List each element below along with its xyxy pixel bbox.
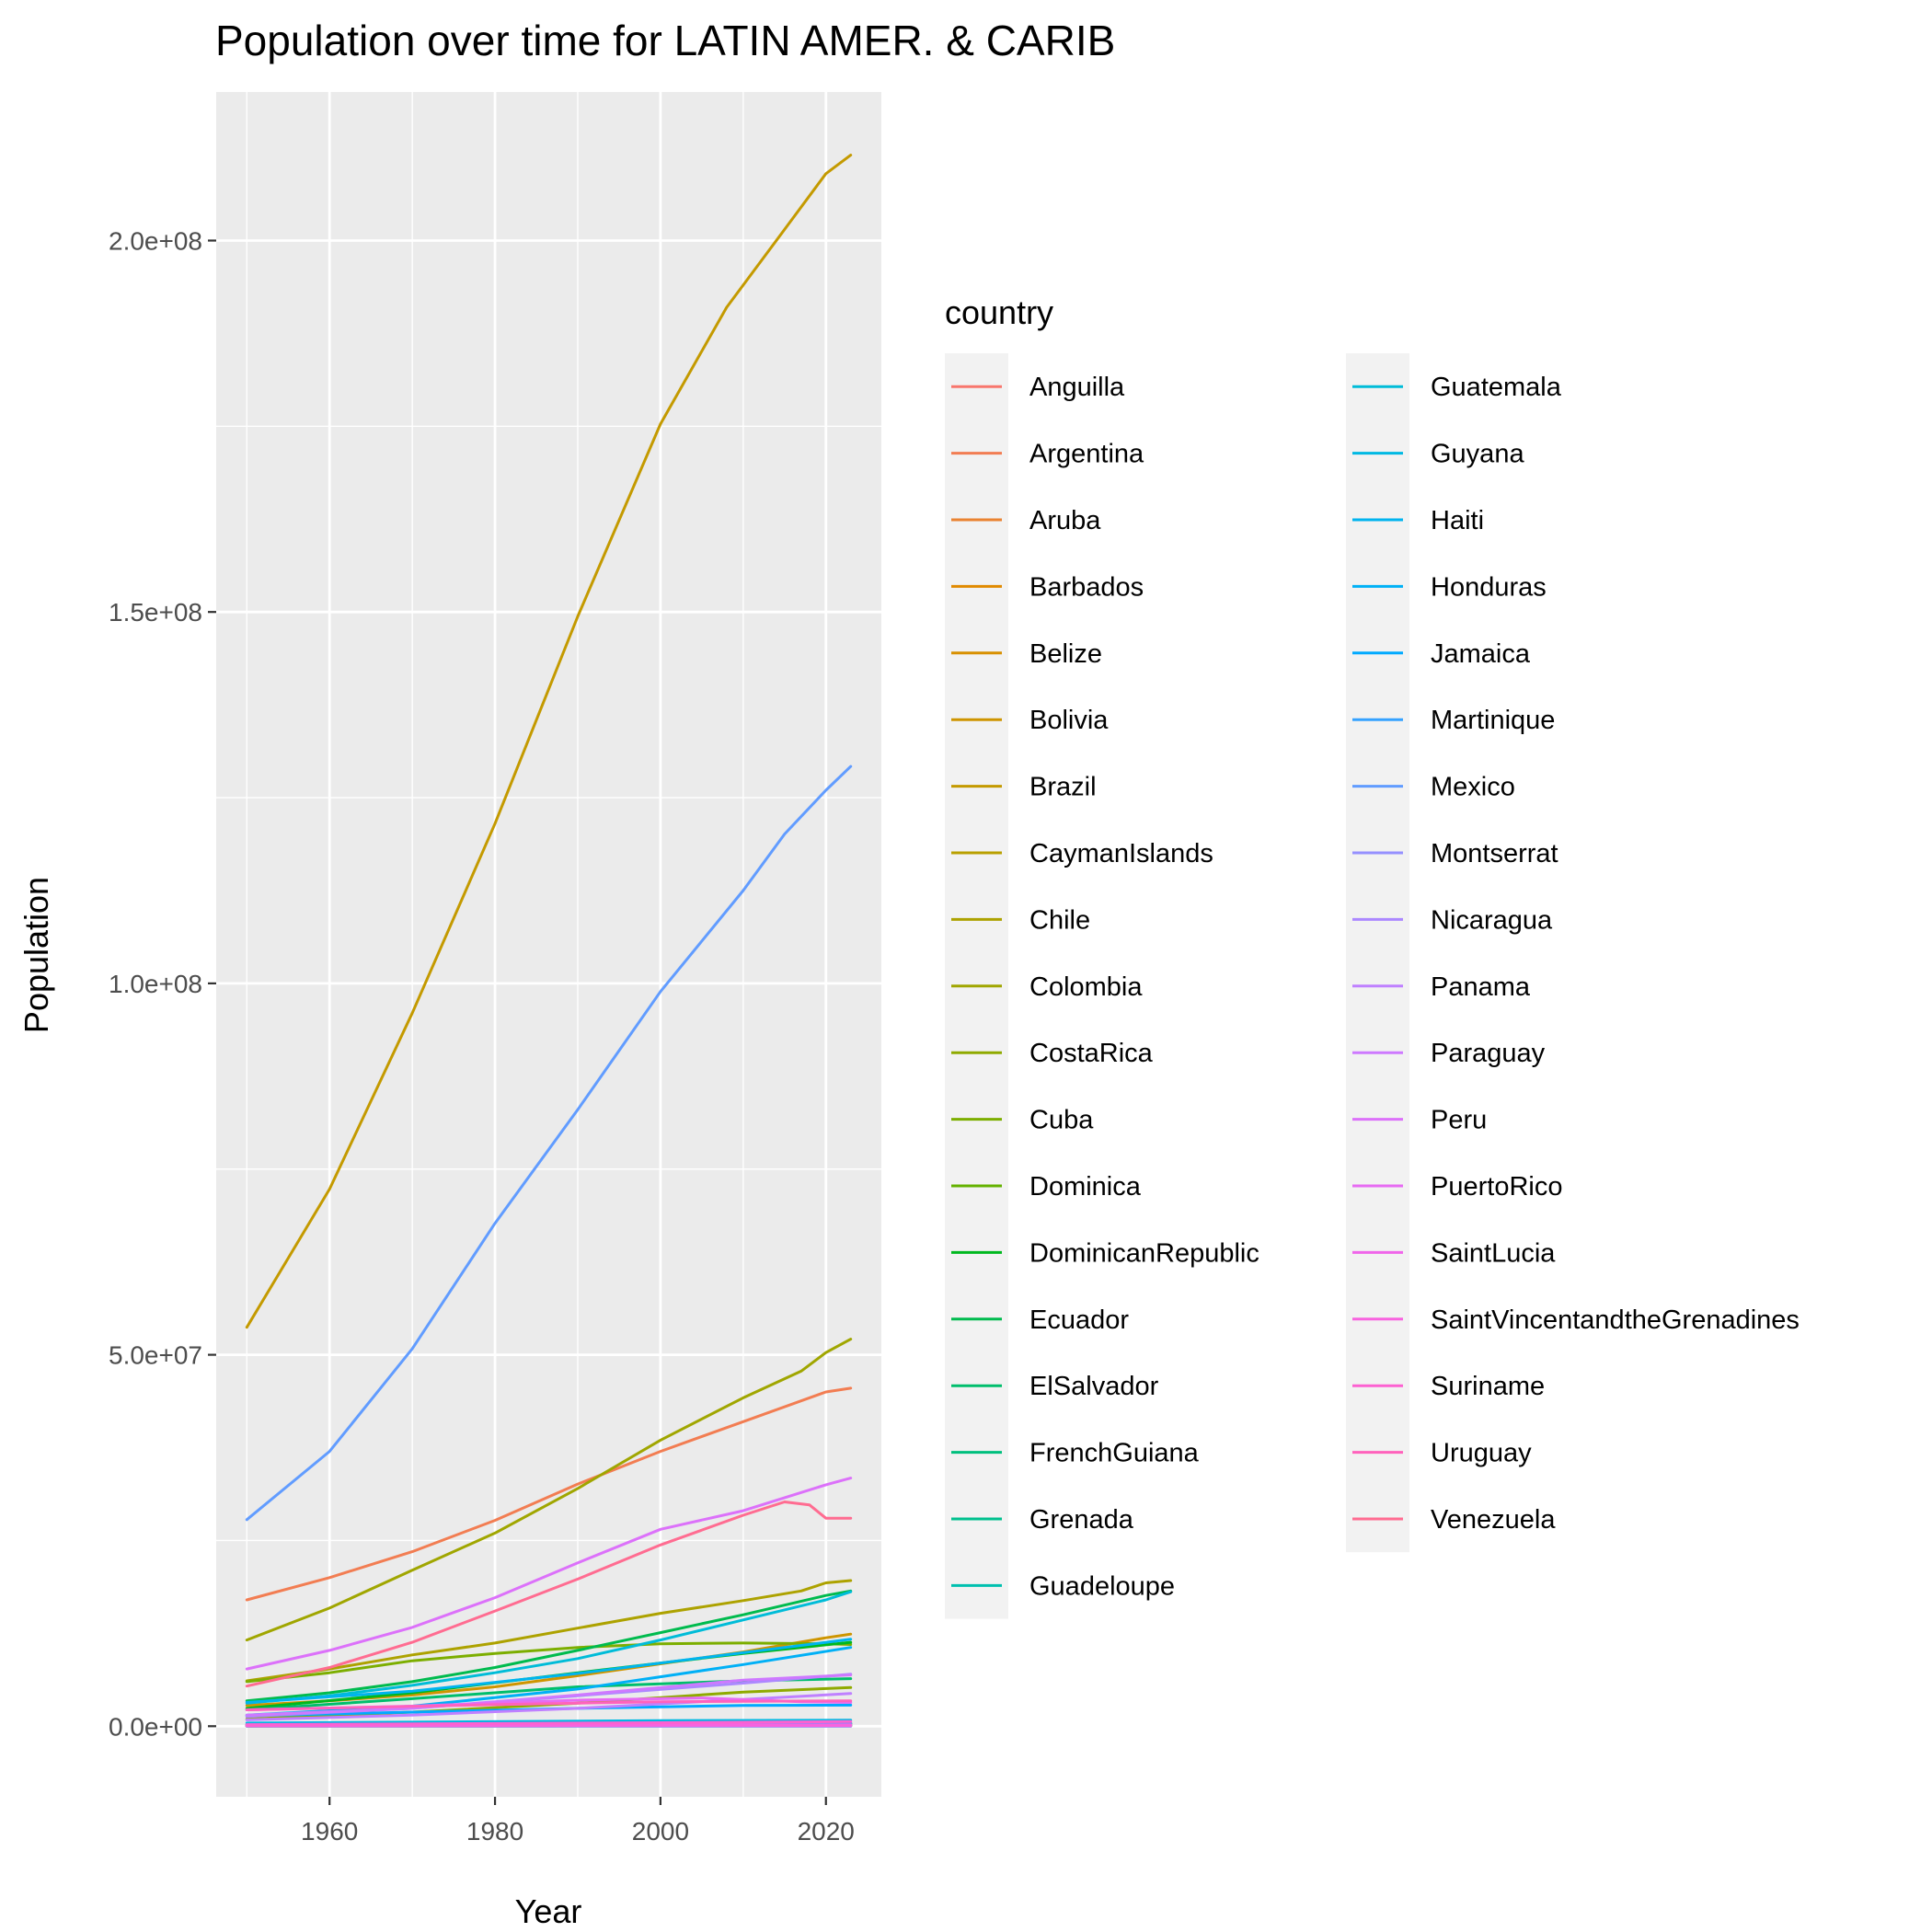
legend-label-costarica: CostaRica bbox=[1029, 1039, 1154, 1068]
series-line-guyana bbox=[245, 1719, 853, 1725]
legend-label-nicaragua: Nicaragua bbox=[1431, 905, 1553, 935]
legend-label-saintvincentandthegrenadines: SaintVincentandtheGrenadines bbox=[1431, 1305, 1800, 1335]
x-tick-label: 2000 bbox=[632, 1817, 689, 1846]
legend-label-cuba: Cuba bbox=[1029, 1106, 1094, 1135]
legend-label-caymanislands: CaymanIslands bbox=[1029, 839, 1213, 868]
legend-label-elsalvador: ElSalvador bbox=[1029, 1372, 1159, 1401]
legend-label-honduras: Honduras bbox=[1431, 572, 1547, 602]
legend-label-dominica: Dominica bbox=[1029, 1172, 1142, 1202]
legend-label-suriname: Suriname bbox=[1431, 1372, 1545, 1401]
plot-panel bbox=[216, 92, 881, 1797]
legend-label-frenchguiana: FrenchGuiana bbox=[1029, 1439, 1200, 1468]
legend-label-jamaica: Jamaica bbox=[1431, 639, 1531, 669]
legend: country Anguilla Argentina Aruba Barbados Be… bbox=[945, 293, 1800, 1619]
series-line-honduras bbox=[245, 1646, 853, 1717]
y-tick-label: 1.0e+08 bbox=[109, 970, 202, 998]
legend-label-haiti: Haiti bbox=[1431, 506, 1484, 535]
legend-label-saintlucia: SaintLucia bbox=[1431, 1238, 1556, 1268]
legend-label-paraguay: Paraguay bbox=[1431, 1039, 1546, 1068]
chart-title: Population over time for LATIN AMER. & C… bbox=[215, 17, 1115, 64]
y-axis-title: Population bbox=[17, 877, 55, 1033]
legend-label-brazil: Brazil bbox=[1029, 773, 1097, 802]
series-line-panama bbox=[245, 1692, 853, 1721]
legend-label-grenada: Grenada bbox=[1029, 1505, 1134, 1535]
series-lines bbox=[245, 154, 853, 1728]
legend-label-mexico: Mexico bbox=[1431, 773, 1515, 802]
series-line-guatemala bbox=[245, 1590, 853, 1705]
series-line-ecuador bbox=[245, 1589, 853, 1703]
legend-label-montserrat: Montserrat bbox=[1431, 839, 1558, 868]
x-tick-label: 1980 bbox=[466, 1817, 523, 1846]
y-axis: 0.0e+00 5.0e+07 1.0e+08 1.5e+08 2.0e+08 bbox=[109, 226, 216, 1741]
legend-label-aruba: Aruba bbox=[1029, 506, 1101, 535]
legend-label-martinique: Martinique bbox=[1431, 706, 1555, 735]
series-line-venezuela bbox=[245, 1501, 853, 1688]
x-axis-title: Year bbox=[515, 1892, 582, 1930]
series-line-cuba bbox=[245, 1641, 853, 1684]
series-line-chile bbox=[245, 1579, 853, 1683]
legend-label-guatemala: Guatemala bbox=[1431, 373, 1562, 402]
series-line-colombia bbox=[245, 1338, 853, 1642]
y-tick-label: 1.5e+08 bbox=[109, 598, 202, 627]
legend-label-barbados: Barbados bbox=[1029, 572, 1144, 602]
legend-label-puertorico: PuertoRico bbox=[1431, 1172, 1562, 1202]
series-line-haiti bbox=[245, 1638, 853, 1704]
x-tick-label: 1960 bbox=[301, 1817, 358, 1846]
legend-key-background bbox=[1346, 353, 1409, 1553]
legend-label-guadeloupe: Guadeloupe bbox=[1029, 1571, 1175, 1601]
minor-gridlines bbox=[216, 92, 881, 1797]
y-tick-label: 5.0e+07 bbox=[109, 1341, 202, 1370]
x-axis: 1960 1980 2000 2020 bbox=[301, 1797, 855, 1846]
series-line-suriname bbox=[245, 1719, 853, 1727]
legend-label-uruguay: Uruguay bbox=[1431, 1439, 1532, 1468]
legend-label-argentina: Argentina bbox=[1029, 440, 1144, 469]
legend-label-anguilla: Anguilla bbox=[1029, 373, 1125, 402]
legend-label-colombia: Colombia bbox=[1029, 972, 1143, 1002]
legend-label-guyana: Guyana bbox=[1431, 440, 1524, 469]
series-line-argentina bbox=[245, 1386, 853, 1602]
series-line-paraguay bbox=[245, 1673, 853, 1717]
y-tick-label: 2.0e+08 bbox=[109, 226, 202, 255]
legend-label-peru: Peru bbox=[1431, 1106, 1487, 1135]
legend-label-belize: Belize bbox=[1029, 639, 1102, 669]
series-line-uruguay bbox=[245, 1699, 853, 1711]
major-gridlines bbox=[216, 92, 881, 1797]
legend-label-bolivia: Bolivia bbox=[1029, 706, 1109, 735]
x-tick-label: 2020 bbox=[798, 1817, 855, 1846]
series-line-mexico bbox=[245, 765, 853, 1522]
series-line-brazil bbox=[245, 154, 853, 1329]
legend-title: country bbox=[945, 293, 1053, 331]
legend-label-chile: Chile bbox=[1029, 905, 1090, 935]
legend-label-panama: Panama bbox=[1431, 972, 1531, 1002]
legend-label-venezuela: Venezuela bbox=[1431, 1505, 1556, 1535]
legend-label-ecuador: Ecuador bbox=[1029, 1305, 1129, 1335]
y-tick-label: 0.0e+00 bbox=[109, 1712, 202, 1741]
series-line-peru bbox=[245, 1477, 853, 1671]
legend-label-dominicanrepublic: DominicanRepublic bbox=[1029, 1238, 1259, 1268]
